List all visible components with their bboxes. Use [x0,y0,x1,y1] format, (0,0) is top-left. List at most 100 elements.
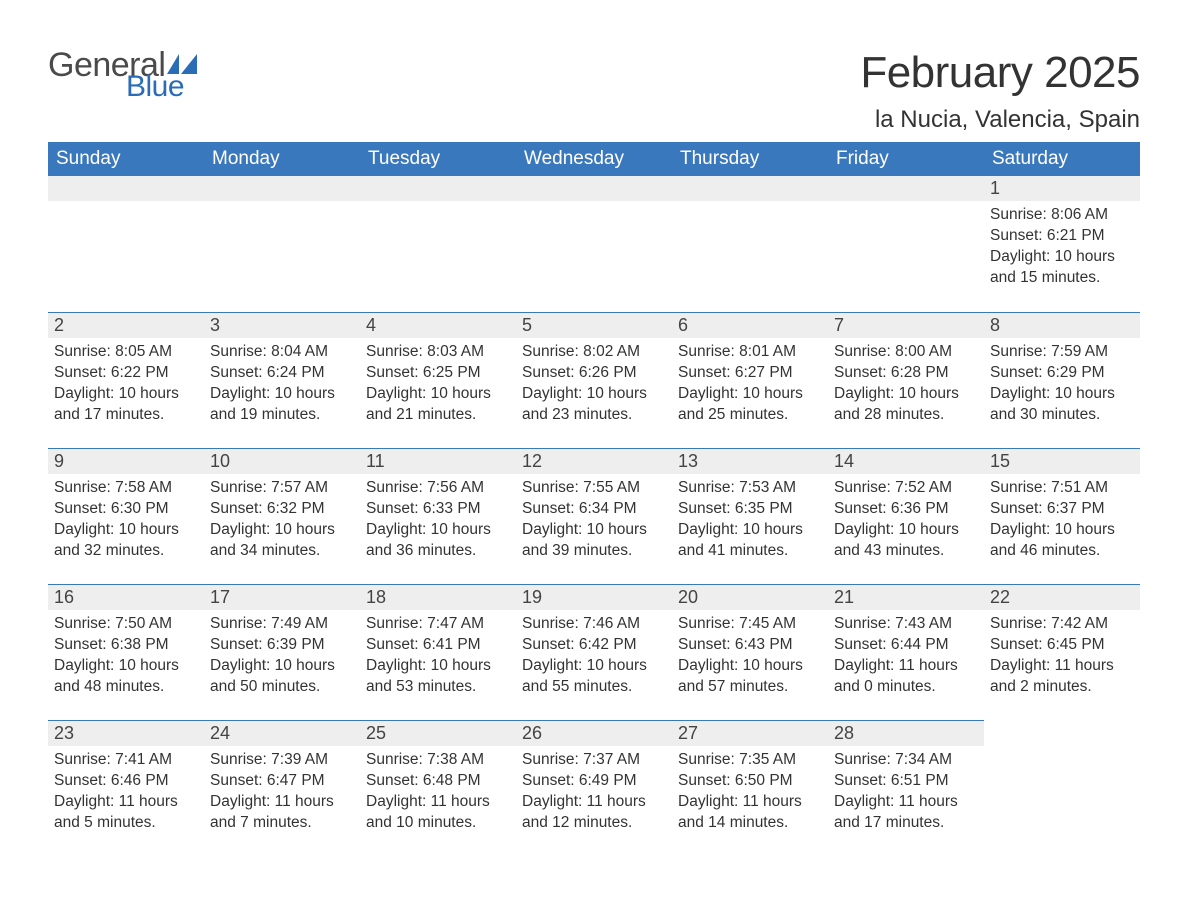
day-details: Sunrise: 7:47 AMSunset: 6:41 PMDaylight:… [360,610,516,702]
calendar-empty-cell [828,176,984,312]
calendar-day-cell: 20Sunrise: 7:45 AMSunset: 6:43 PMDayligh… [672,584,828,720]
sunrise-text: Sunrise: 7:43 AM [834,614,978,635]
calendar-day-cell: 18Sunrise: 7:47 AMSunset: 6:41 PMDayligh… [360,584,516,720]
sunrise-text: Sunrise: 8:04 AM [210,342,354,363]
daylight-text: Daylight: 11 hours and 2 minutes. [990,656,1134,698]
day-details: Sunrise: 7:49 AMSunset: 6:39 PMDaylight:… [204,610,360,702]
daylight-text: Daylight: 11 hours and 5 minutes. [54,792,198,834]
sunset-text: Sunset: 6:29 PM [990,363,1134,384]
sunset-text: Sunset: 6:43 PM [678,635,822,656]
sunset-text: Sunset: 6:21 PM [990,226,1134,247]
weekday-header: Saturday [984,142,1140,176]
day-details: Sunrise: 7:52 AMSunset: 6:36 PMDaylight:… [828,474,984,566]
day-details: Sunrise: 7:43 AMSunset: 6:44 PMDaylight:… [828,610,984,702]
daylight-text: Daylight: 10 hours and 21 minutes. [366,384,510,426]
calendar-day-cell: 21Sunrise: 7:43 AMSunset: 6:44 PMDayligh… [828,584,984,720]
sunrise-text: Sunrise: 7:45 AM [678,614,822,635]
daylight-text: Daylight: 10 hours and 57 minutes. [678,656,822,698]
day-details: Sunrise: 8:01 AMSunset: 6:27 PMDaylight:… [672,338,828,430]
day-details: Sunrise: 7:45 AMSunset: 6:43 PMDaylight:… [672,610,828,702]
day-details: Sunrise: 7:46 AMSunset: 6:42 PMDaylight:… [516,610,672,702]
sunrise-text: Sunrise: 8:00 AM [834,342,978,363]
day-number: 1 [984,176,1140,201]
sunset-text: Sunset: 6:47 PM [210,771,354,792]
sunset-text: Sunset: 6:22 PM [54,363,198,384]
calendar-week-row: 1Sunrise: 8:06 AMSunset: 6:21 PMDaylight… [48,176,1140,312]
calendar-header: SundayMondayTuesdayWednesdayThursdayFrid… [48,142,1140,176]
month-title: February 2025 [860,48,1140,98]
daylight-text: Daylight: 10 hours and 48 minutes. [54,656,198,698]
brand-logo: General Blue [48,48,201,102]
calendar-day-cell: 14Sunrise: 7:52 AMSunset: 6:36 PMDayligh… [828,448,984,584]
day-number: 6 [672,312,828,338]
day-details: Sunrise: 7:55 AMSunset: 6:34 PMDaylight:… [516,474,672,566]
day-number: 5 [516,312,672,338]
day-number: 10 [204,448,360,474]
sunset-text: Sunset: 6:44 PM [834,635,978,656]
sunset-text: Sunset: 6:35 PM [678,499,822,520]
sunset-text: Sunset: 6:27 PM [678,363,822,384]
daylight-text: Daylight: 11 hours and 0 minutes. [834,656,978,698]
sunrise-text: Sunrise: 7:39 AM [210,750,354,771]
sunset-text: Sunset: 6:49 PM [522,771,666,792]
sunset-text: Sunset: 6:42 PM [522,635,666,656]
day-number: 15 [984,448,1140,474]
calendar-week-row: 2Sunrise: 8:05 AMSunset: 6:22 PMDaylight… [48,312,1140,448]
day-details: Sunrise: 8:05 AMSunset: 6:22 PMDaylight:… [48,338,204,430]
daylight-text: Daylight: 10 hours and 55 minutes. [522,656,666,698]
day-details: Sunrise: 8:04 AMSunset: 6:24 PMDaylight:… [204,338,360,430]
day-details: Sunrise: 7:53 AMSunset: 6:35 PMDaylight:… [672,474,828,566]
day-number: 21 [828,584,984,610]
daylight-text: Daylight: 10 hours and 19 minutes. [210,384,354,426]
day-details: Sunrise: 8:06 AMSunset: 6:21 PMDaylight:… [984,201,1140,293]
day-number [672,176,828,201]
day-number: 13 [672,448,828,474]
day-number: 28 [828,720,984,746]
day-number [828,176,984,201]
brand-blue-text: Blue [126,72,201,102]
sunrise-text: Sunrise: 7:47 AM [366,614,510,635]
sunrise-text: Sunrise: 8:02 AM [522,342,666,363]
day-details: Sunrise: 7:34 AMSunset: 6:51 PMDaylight:… [828,746,984,838]
calendar-day-cell: 13Sunrise: 7:53 AMSunset: 6:35 PMDayligh… [672,448,828,584]
calendar-day-cell: 5Sunrise: 8:02 AMSunset: 6:26 PMDaylight… [516,312,672,448]
calendar-day-cell: 2Sunrise: 8:05 AMSunset: 6:22 PMDaylight… [48,312,204,448]
weekday-header: Wednesday [516,142,672,176]
day-number: 17 [204,584,360,610]
day-number: 22 [984,584,1140,610]
sunrise-text: Sunrise: 8:03 AM [366,342,510,363]
sunrise-text: Sunrise: 7:55 AM [522,478,666,499]
calendar-day-cell: 6Sunrise: 8:01 AMSunset: 6:27 PMDaylight… [672,312,828,448]
sunrise-text: Sunrise: 7:58 AM [54,478,198,499]
day-details: Sunrise: 7:58 AMSunset: 6:30 PMDaylight:… [48,474,204,566]
sunrise-text: Sunrise: 7:59 AM [990,342,1134,363]
header-row: General Blue February 2025 la Nucia, Val… [48,48,1140,134]
calendar-week-row: 16Sunrise: 7:50 AMSunset: 6:38 PMDayligh… [48,584,1140,720]
daylight-text: Daylight: 11 hours and 10 minutes. [366,792,510,834]
day-details: Sunrise: 7:41 AMSunset: 6:46 PMDaylight:… [48,746,204,838]
daylight-text: Daylight: 11 hours and 14 minutes. [678,792,822,834]
day-number: 14 [828,448,984,474]
daylight-text: Daylight: 10 hours and 25 minutes. [678,384,822,426]
day-details: Sunrise: 7:56 AMSunset: 6:33 PMDaylight:… [360,474,516,566]
sunrise-text: Sunrise: 7:50 AM [54,614,198,635]
daylight-text: Daylight: 10 hours and 53 minutes. [366,656,510,698]
sunset-text: Sunset: 6:26 PM [522,363,666,384]
daylight-text: Daylight: 10 hours and 32 minutes. [54,520,198,562]
calendar-day-cell: 16Sunrise: 7:50 AMSunset: 6:38 PMDayligh… [48,584,204,720]
daylight-text: Daylight: 10 hours and 43 minutes. [834,520,978,562]
sunrise-text: Sunrise: 7:52 AM [834,478,978,499]
sunset-text: Sunset: 6:28 PM [834,363,978,384]
day-number: 19 [516,584,672,610]
day-details: Sunrise: 7:35 AMSunset: 6:50 PMDaylight:… [672,746,828,838]
sunrise-text: Sunrise: 7:56 AM [366,478,510,499]
day-number [516,176,672,201]
sunrise-text: Sunrise: 7:53 AM [678,478,822,499]
calendar-empty-cell [516,176,672,312]
day-number: 18 [360,584,516,610]
daylight-text: Daylight: 10 hours and 46 minutes. [990,520,1134,562]
weekday-header: Thursday [672,142,828,176]
sunrise-text: Sunrise: 8:06 AM [990,205,1134,226]
calendar-week-row: 23Sunrise: 7:41 AMSunset: 6:46 PMDayligh… [48,720,1140,856]
daylight-text: Daylight: 10 hours and 17 minutes. [54,384,198,426]
